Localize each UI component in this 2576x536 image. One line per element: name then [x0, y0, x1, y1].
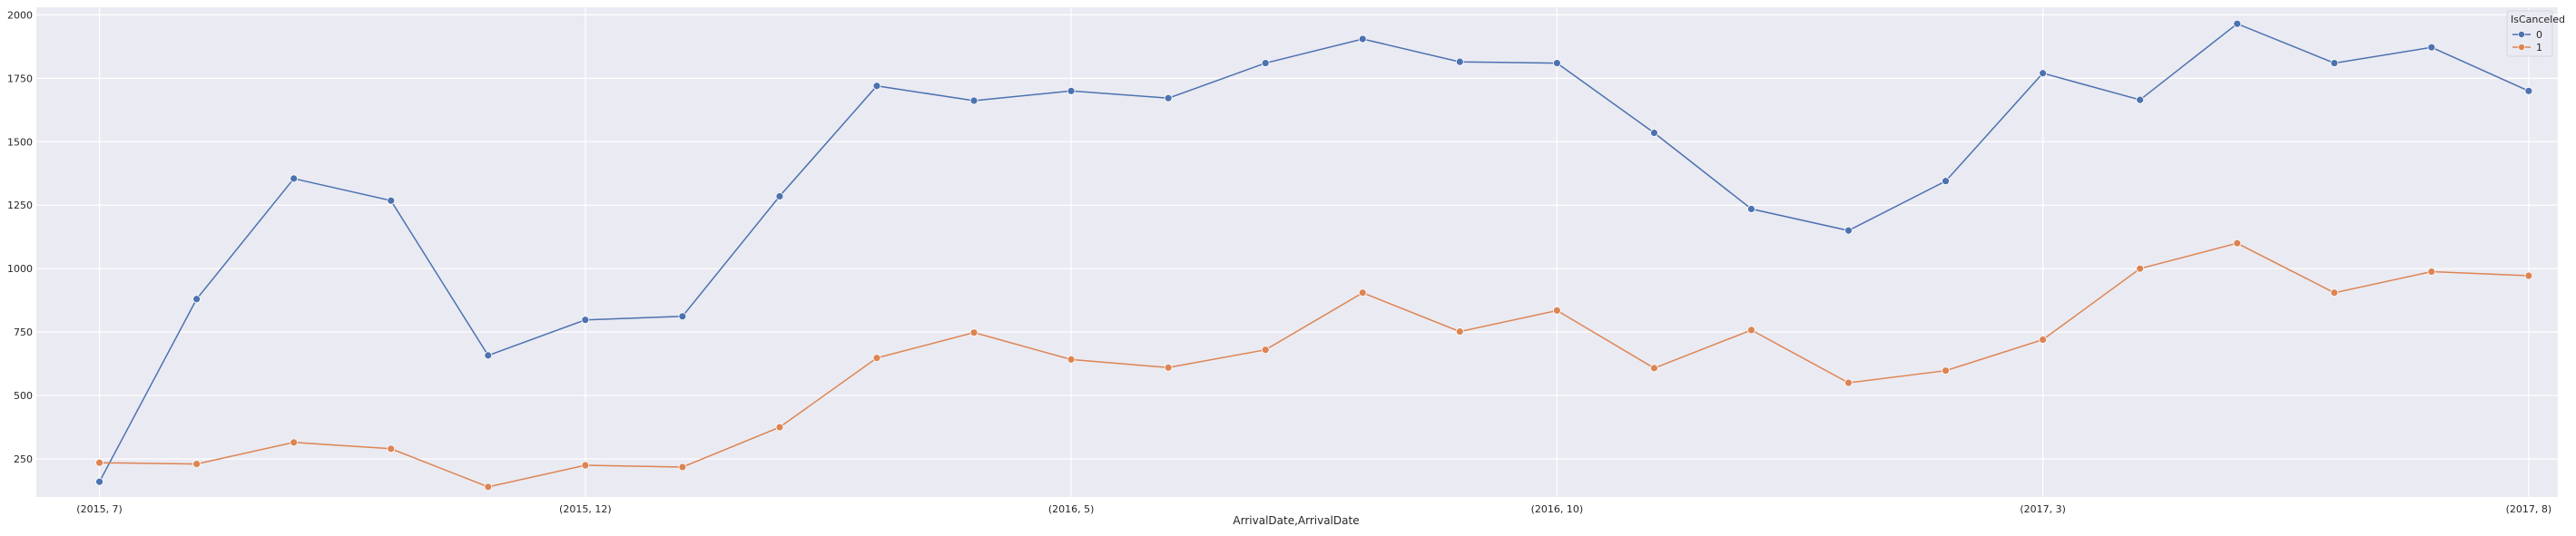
data-point [2330, 59, 2339, 67]
data-point [1067, 355, 1076, 364]
data-point [872, 354, 881, 363]
data-point [581, 461, 590, 470]
data-point [2039, 336, 2048, 344]
data-point [1455, 57, 1464, 66]
data-point [387, 196, 396, 205]
data-point [2524, 86, 2533, 95]
legend-marker [2518, 31, 2525, 38]
data-point [2427, 43, 2436, 52]
y-tick-label: 1250 [7, 200, 33, 211]
series-layer [95, 19, 2533, 492]
series-0 [95, 19, 2533, 486]
grid-lines [36, 7, 2558, 497]
x-tick-label: (2016, 5) [1048, 503, 1095, 515]
legend-title: IsCanceled [2511, 14, 2565, 25]
y-tick-label: 250 [14, 453, 33, 465]
data-point [1747, 326, 1755, 335]
data-point [1067, 86, 1076, 95]
data-point [484, 351, 493, 360]
y-tick-label: 1500 [7, 136, 33, 148]
x-tick-label: (2017, 3) [2020, 503, 2066, 515]
data-point [775, 423, 784, 432]
data-point [1261, 346, 1270, 355]
data-point [2330, 288, 2339, 297]
data-point [969, 328, 978, 337]
x-tick-label: (2016, 10) [1531, 503, 1584, 515]
y-tick-label: 2000 [7, 9, 33, 21]
data-point [1942, 177, 1950, 186]
data-point [581, 316, 590, 325]
data-point [1358, 288, 1367, 297]
data-point [95, 458, 103, 467]
x-tick-label: (2015, 7) [76, 503, 123, 515]
data-point [1942, 366, 1950, 375]
data-point [290, 438, 299, 447]
data-point [2136, 264, 2145, 273]
legend-box [2506, 10, 2553, 57]
data-point [1455, 327, 1464, 336]
data-point [1164, 93, 1173, 102]
x-tick-label: (2017, 8) [2506, 503, 2552, 515]
data-point [2524, 271, 2533, 280]
y-tick-label: 1000 [7, 263, 33, 275]
data-point [2233, 19, 2242, 28]
data-point [192, 295, 202, 304]
y-tick-label: 1750 [7, 73, 33, 84]
x-axis-title: ArrivalDate,ArrivalDate [1233, 514, 1359, 527]
data-point [290, 174, 299, 183]
axis-ticks: 250 500 750 1000 1250 1500 1750 2000 (2015, 7) (2… [7, 9, 2551, 515]
series-line [98, 23, 2530, 482]
data-point [678, 463, 687, 472]
data-point [1650, 364, 1658, 373]
data-point [872, 82, 881, 91]
legend-label: 1 [2536, 42, 2542, 54]
data-point [775, 192, 784, 200]
legend-label: 0 [2536, 29, 2542, 41]
data-point [678, 312, 687, 321]
data-point [2233, 239, 2242, 248]
plot-background [36, 7, 2558, 497]
data-point [1552, 59, 1561, 67]
data-point [969, 96, 978, 105]
data-point [192, 460, 202, 469]
data-point [2427, 268, 2436, 276]
data-point [1358, 34, 1367, 44]
y-tick-label: 750 [14, 326, 33, 338]
data-point [2136, 95, 2145, 104]
data-point [2039, 69, 2048, 78]
series-1 [95, 239, 2533, 492]
data-point [387, 444, 396, 453]
data-point [1844, 378, 1853, 387]
legend: IsCanceled 01 [2506, 10, 2565, 57]
data-point [1552, 306, 1561, 315]
data-point [1650, 129, 1658, 137]
series-line [99, 242, 2529, 488]
data-point [1844, 226, 1853, 235]
data-point [1747, 205, 1755, 213]
data-point [484, 482, 493, 492]
legend-marker [2518, 44, 2525, 51]
y-tick-label: 500 [14, 390, 33, 402]
data-point [95, 477, 103, 486]
data-point [1261, 59, 1270, 67]
x-tick-label: (2015, 12) [559, 503, 612, 515]
data-point [1164, 363, 1173, 372]
